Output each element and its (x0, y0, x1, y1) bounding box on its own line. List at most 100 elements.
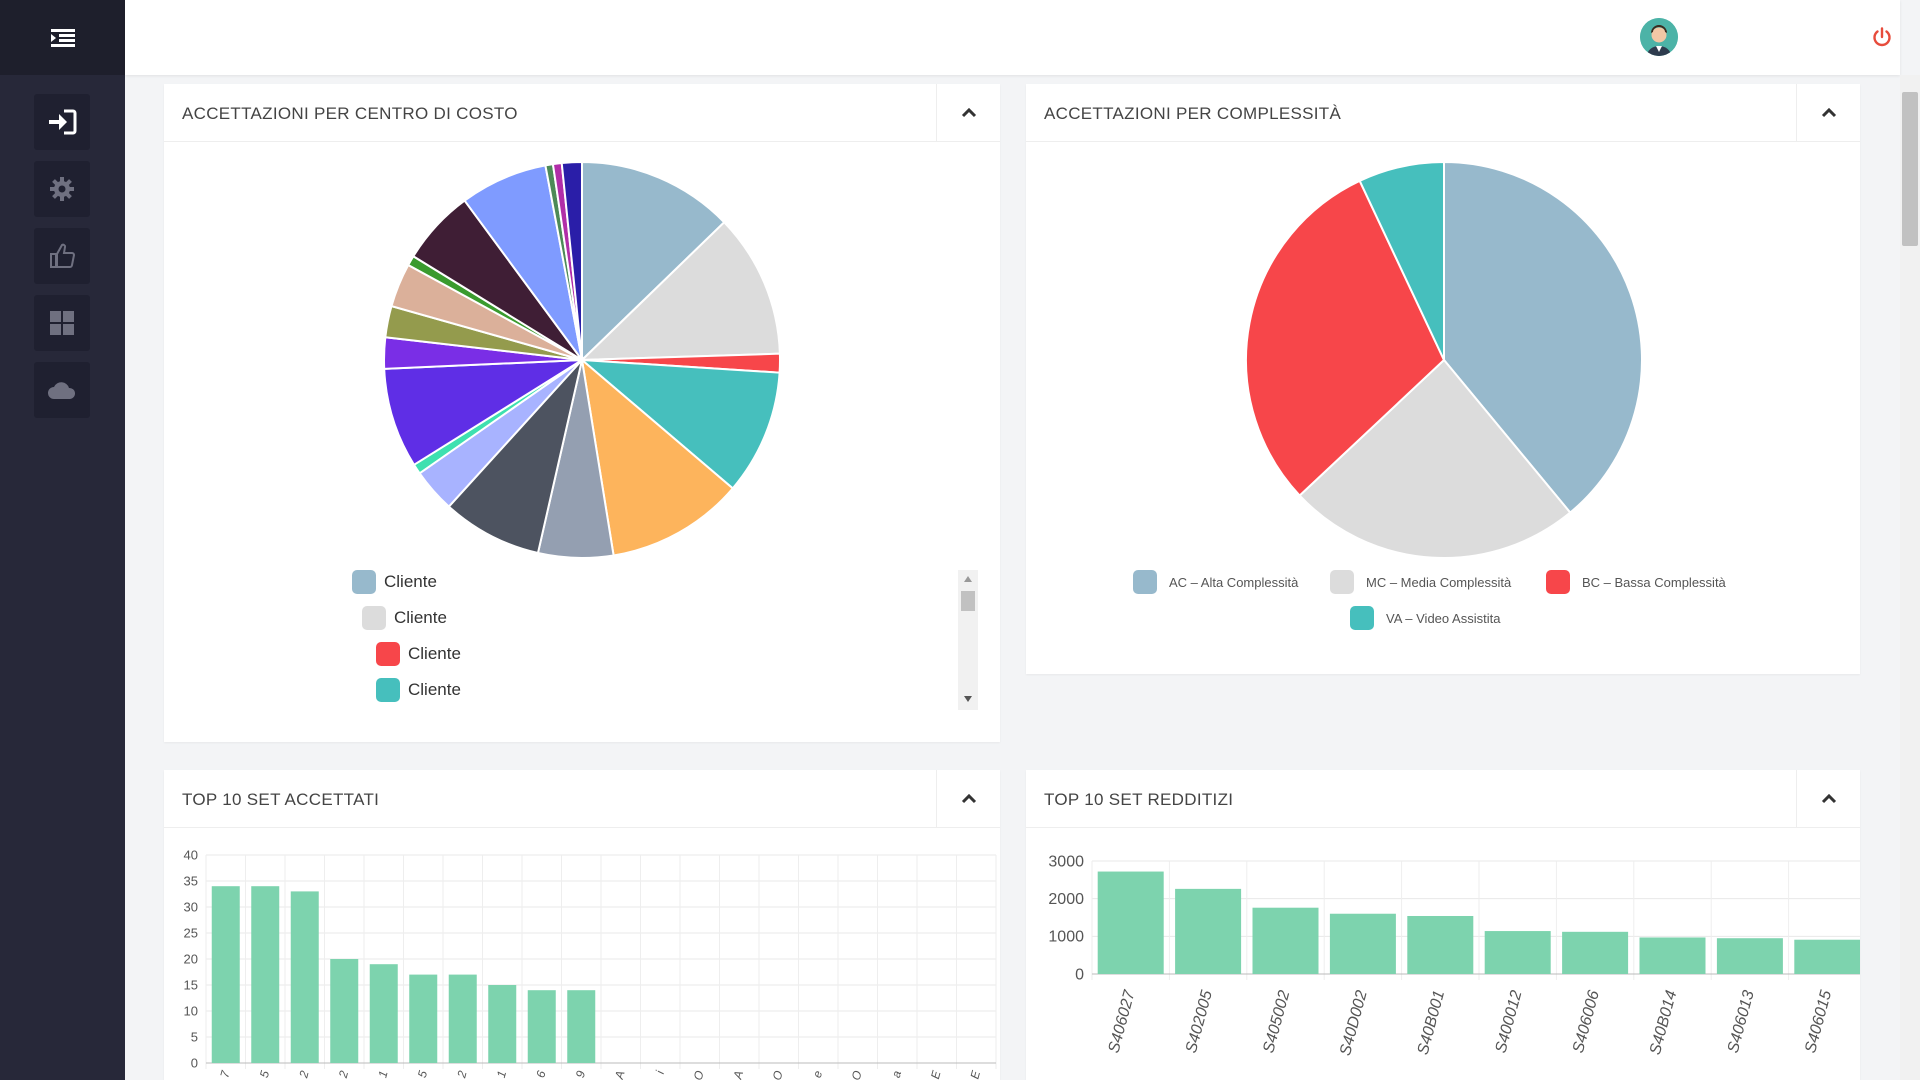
bar[interactable] (211, 886, 240, 1063)
bar[interactable] (1175, 888, 1242, 974)
chevron-up-icon (961, 108, 976, 118)
costo-slice-6[interactable] (447, 356, 584, 555)
sidebar-item-like[interactable] (34, 228, 90, 284)
scroll-down-arrow-icon[interactable] (964, 696, 972, 702)
complessita-slice-2[interactable] (1245, 179, 1446, 497)
x-tick-label: S406027 (1106, 988, 1139, 1055)
bar[interactable] (369, 964, 398, 1063)
legend-item[interactable]: Cliente (376, 678, 461, 702)
bar[interactable] (251, 886, 280, 1063)
y-tick-label: 30 (184, 899, 198, 914)
cloud-icon (48, 382, 76, 399)
legend-scrollbar-thumb[interactable] (961, 591, 975, 611)
legend-item[interactable]: MC – Media Complessità (1330, 570, 1511, 594)
costo-slice-1[interactable] (579, 220, 781, 362)
sidebar-item-cloud[interactable] (34, 362, 90, 418)
costo-slice-18[interactable] (560, 160, 583, 361)
sidebar-item-login[interactable] (34, 94, 90, 150)
costo-slice-9[interactable] (383, 358, 586, 467)
panel-header: ACCETTAZIONI PER CENTRO DI COSTO (164, 84, 1000, 142)
bar[interactable] (290, 891, 319, 1063)
legend-label: Cliente (384, 572, 437, 591)
collapse-button[interactable] (1796, 770, 1860, 828)
bar[interactable] (1252, 907, 1319, 974)
bar[interactable] (1097, 871, 1164, 974)
panel-title: TOP 10 SET ACCETTATI (182, 790, 380, 809)
panel-header: TOP 10 SET ACCETTATI (164, 770, 1000, 828)
legend-item[interactable]: VA – Video Assistita (1350, 606, 1500, 630)
x-tick-label: S40B001 (1415, 989, 1448, 1057)
bar[interactable] (527, 990, 556, 1063)
page-scrollbar-thumb[interactable] (1902, 92, 1918, 246)
x-tick-label: a (889, 1069, 904, 1079)
x-tick-label: S402005 (1183, 989, 1216, 1055)
sidebar (0, 0, 125, 1080)
bar[interactable] (488, 985, 517, 1063)
collapse-button[interactable] (1796, 84, 1860, 142)
bar[interactable] (1562, 931, 1629, 974)
x-tick-label: 2 (296, 1069, 312, 1080)
legend-centro-di-costo: Cliente Cliente Cliente Cliente (168, 568, 978, 708)
y-tick-label: 0 (1075, 966, 1084, 983)
bar[interactable] (330, 959, 359, 1063)
x-tick-label: 7 (217, 1068, 233, 1079)
y-tick-label: 35 (184, 873, 198, 888)
gear-icon (50, 177, 74, 201)
x-tick-label: A (612, 1069, 628, 1080)
menu-indent-icon (50, 28, 75, 47)
legend-label: Cliente (408, 680, 461, 699)
y-tick-label: 25 (184, 925, 198, 940)
legend-label: MC – Media Complessità (1366, 574, 1512, 590)
panel-title: ACCETTAZIONI PER CENTRO DI COSTO (182, 104, 518, 123)
power-icon (1873, 27, 1891, 47)
legend-item[interactable]: BC – Bassa Complessità (1546, 570, 1726, 594)
legend-swatch (352, 570, 376, 594)
bar-chart-top-redditizi: 0 1000 2000 3000 S406027 S402005 S405002 S40D00… (1048, 853, 1860, 1057)
legend-item[interactable]: AC – Alta Complessità (1133, 570, 1298, 594)
logout-button[interactable] (1871, 26, 1893, 48)
legend-item[interactable]: Cliente (362, 606, 447, 630)
y-tick-label: 0 (191, 1055, 198, 1070)
x-tick-label: 2 (454, 1069, 470, 1080)
collapse-button[interactable] (936, 84, 1000, 142)
sidebar-item-dashboard[interactable] (34, 295, 90, 351)
bar[interactable] (1484, 931, 1551, 974)
legend-item[interactable]: Cliente (376, 642, 461, 666)
bar[interactable] (567, 990, 596, 1063)
sidebar-header (0, 0, 125, 75)
costo-slice-3[interactable] (579, 358, 781, 490)
scroll-up-arrow-icon[interactable] (964, 576, 972, 582)
menu-toggle-button[interactable] (43, 18, 83, 58)
panel-header: ACCETTAZIONI PER COMPLESSITÀ (1026, 84, 1860, 142)
grid-icon (50, 311, 74, 335)
chevron-up-icon (1821, 794, 1836, 804)
costo-slice-4[interactable] (580, 357, 735, 557)
bar[interactable] (1639, 937, 1706, 974)
top-header (125, 0, 1900, 75)
legend-label: Cliente (394, 608, 447, 627)
complessita-slice-3[interactable] (1358, 160, 1445, 361)
x-tick-label: E (968, 1068, 984, 1080)
bar[interactable] (1716, 938, 1783, 974)
complessita-slice-0[interactable] (1443, 160, 1643, 514)
bar[interactable] (1407, 915, 1474, 974)
sidebar-item-settings[interactable] (34, 161, 90, 217)
avatar[interactable] (1640, 18, 1678, 56)
y-tick-label: 20 (184, 951, 198, 966)
panel-top-redditizi: TOP 10 SET REDDITIZI (1026, 770, 1860, 1080)
pie-chart-centro-di-costo (383, 160, 781, 559)
bar[interactable] (1794, 939, 1860, 974)
complessita-slice-1[interactable] (1298, 358, 1572, 559)
bar[interactable] (448, 974, 477, 1063)
bar[interactable] (409, 974, 438, 1063)
page-scrollbar[interactable] (1900, 75, 1920, 1080)
x-tick-label: 1 (375, 1069, 390, 1079)
collapse-button[interactable] (936, 770, 1000, 828)
costo-slice-0[interactable] (581, 160, 726, 363)
y-tick-label: 1000 (1048, 929, 1084, 946)
bar[interactable] (1329, 913, 1396, 974)
y-tick-label: 2000 (1048, 891, 1084, 908)
legend-item[interactable]: Cliente (352, 570, 437, 594)
x-tick-label: S405002 (1260, 989, 1293, 1055)
